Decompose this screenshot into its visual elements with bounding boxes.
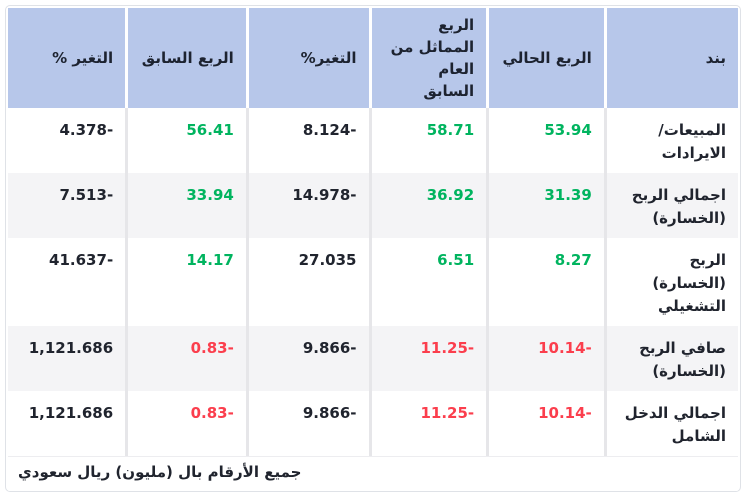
cell-change-vs-same-quarter: 27.035: [247, 238, 372, 326]
cell-previous-quarter: -0.83: [126, 391, 249, 456]
cell-value: -11.25: [420, 339, 475, 357]
column-header-change-vs-previous-quarter: التغير %: [8, 8, 129, 108]
cell-change-vs-previous-quarter: 1,121.686: [8, 391, 129, 456]
cell-value: -10.14: [538, 404, 592, 422]
table-row-net-profit-loss: صافي الربح (الخسارة) -10.14 -11.25 -9.86…: [8, 326, 738, 391]
cell-previous-quarter: 56.41: [126, 108, 249, 173]
cell-same-quarter-previous-year: -11.25: [370, 391, 490, 456]
cell-change-vs-same-quarter: -14.978: [247, 173, 372, 238]
table-row-operating-profit-loss: الربح (الخسارة) التشغيلي 8.27 6.51 27.03…: [8, 238, 738, 326]
cell-value: -8.124: [302, 121, 357, 139]
cell-change-vs-previous-quarter: 1,121.686: [8, 326, 129, 391]
cell-value: -10.14: [538, 339, 592, 357]
cell-value: -9.866: [302, 339, 357, 357]
row-label: المبيعات/ الايرادات: [658, 121, 726, 162]
cell-value: -41.637: [49, 251, 114, 269]
cell-value: 1,121.686: [28, 339, 114, 357]
cell-value: -0.83: [190, 339, 234, 357]
row-label: اجمالي الدخل الشامل: [624, 404, 726, 445]
row-label: صافي الربح (الخسارة): [639, 339, 726, 380]
cell-value: -0.83: [190, 404, 234, 422]
table-row-total-comprehensive-income: اجمالي الدخل الشامل -10.14 -11.25 -9.866…: [8, 391, 738, 456]
cell-same-quarter-previous-year: 36.92: [370, 173, 490, 238]
cell-current-quarter: -10.14: [487, 391, 607, 456]
cell-value: 8.27: [554, 251, 592, 269]
cell-change-vs-same-quarter: -9.866: [247, 326, 372, 391]
cell-value: -7.513: [59, 186, 114, 204]
cell-change-vs-previous-quarter: -41.637: [8, 238, 129, 326]
column-header-previous-quarter: الربع السابق: [126, 8, 249, 108]
column-header-current-quarter: الربع الحالي: [487, 8, 607, 108]
cell-value: -4.378: [59, 121, 114, 139]
table-row-gross-profit-loss: اجمالي الربح (الخسارة) 31.39 36.92 -14.9…: [8, 173, 738, 238]
cell-previous-quarter: -0.83: [126, 326, 249, 391]
cell-previous-quarter: 33.94: [126, 173, 249, 238]
cell-value: -9.866: [302, 404, 357, 422]
cell-same-quarter-previous-year: -11.25: [370, 326, 490, 391]
cell-value: -11.25: [420, 404, 475, 422]
cell-value: 53.94: [544, 121, 592, 139]
table-header: بند الربع الحالي الربع المماثل من العام …: [8, 8, 738, 108]
cell-value: 33.94: [186, 186, 234, 204]
cell-current-quarter: 53.94: [487, 108, 607, 173]
cell-value: 1,121.686: [28, 404, 114, 422]
units-footnote: جميع الأرقام بال (مليون) ريال سعودي: [8, 456, 738, 491]
cell-current-quarter: 31.39: [487, 173, 607, 238]
header-row: بند الربع الحالي الربع المماثل من العام …: [8, 8, 738, 108]
quarterly-comparison-table: بند الربع الحالي الربع المماثل من العام …: [8, 8, 738, 456]
cell-change-vs-same-quarter: -9.866: [247, 391, 372, 456]
table-body: المبيعات/ الايرادات 53.94 58.71 -8.124 5…: [8, 108, 738, 456]
cell-value: -14.978: [292, 186, 357, 204]
cell-same-quarter-previous-year: 58.71: [370, 108, 490, 173]
column-header-same-quarter-previous-year: الربع المماثل من العام السابق: [370, 8, 490, 108]
cell-value: 6.51: [437, 251, 475, 269]
financial-results-table: بند الربع الحالي الربع المماثل من العام …: [5, 5, 741, 492]
cell-current-quarter: -10.14: [487, 326, 607, 391]
cell-value: 58.71: [426, 121, 475, 139]
cell-change-vs-previous-quarter: -7.513: [8, 173, 129, 238]
row-label: الربح (الخسارة) التشغيلي: [652, 251, 726, 315]
cell-value: 56.41: [186, 121, 234, 139]
cell-previous-quarter: 14.17: [126, 238, 249, 326]
cell-value: 27.035: [298, 251, 357, 269]
cell-value: 31.39: [544, 186, 592, 204]
cell-change-vs-same-quarter: -8.124: [247, 108, 372, 173]
cell-current-quarter: 8.27: [487, 238, 607, 326]
row-label: اجمالي الربح (الخسارة): [631, 186, 726, 227]
cell-value: 14.17: [186, 251, 234, 269]
column-header-change-vs-same-quarter: التغير%: [247, 8, 372, 108]
cell-same-quarter-previous-year: 6.51: [370, 238, 490, 326]
cell-change-vs-previous-quarter: -4.378: [8, 108, 129, 173]
cell-value: 36.92: [426, 186, 475, 204]
table-row-sales-revenues: المبيعات/ الايرادات 53.94 58.71 -8.124 5…: [8, 108, 738, 173]
column-header-item: بند: [605, 8, 738, 108]
